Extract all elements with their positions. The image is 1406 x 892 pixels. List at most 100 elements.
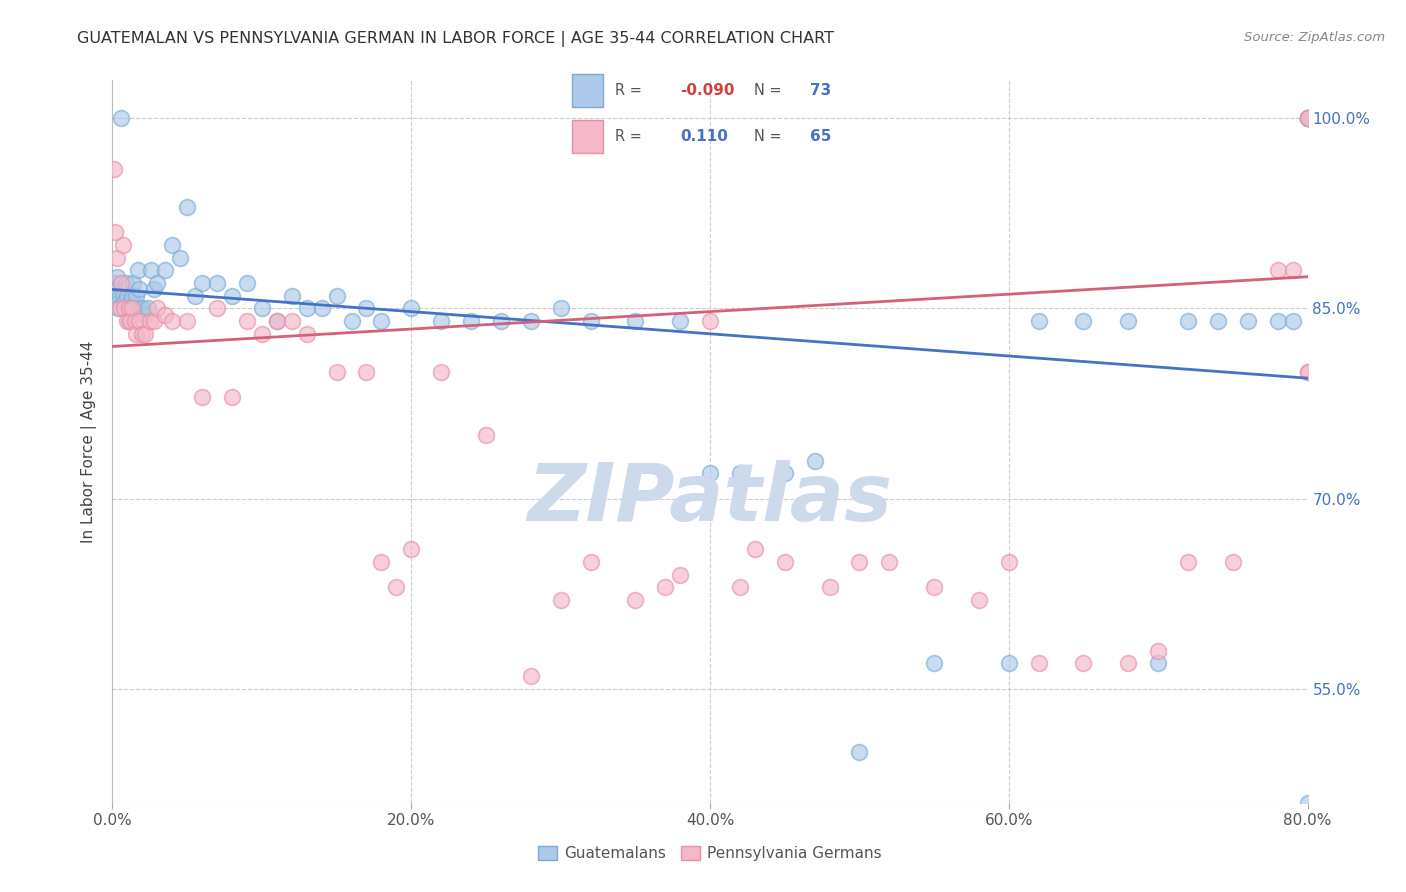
Point xyxy=(998,657,1021,671)
Point xyxy=(1296,112,1319,126)
Point xyxy=(1296,365,1319,379)
Point xyxy=(520,314,543,328)
Point xyxy=(818,580,841,594)
Point xyxy=(728,580,751,594)
Point xyxy=(221,289,243,303)
Point xyxy=(117,314,139,328)
Point xyxy=(1296,112,1319,126)
Point xyxy=(1177,555,1199,569)
Point xyxy=(250,326,273,341)
Point xyxy=(191,276,214,290)
Point xyxy=(1296,112,1319,126)
Point xyxy=(266,314,288,328)
Point xyxy=(1222,555,1244,569)
Point xyxy=(118,314,141,328)
Point xyxy=(848,555,870,569)
Point xyxy=(141,263,163,277)
Point xyxy=(138,301,160,316)
Point xyxy=(654,580,676,594)
Point xyxy=(669,314,692,328)
Point xyxy=(579,555,602,569)
Point xyxy=(401,301,423,316)
Point xyxy=(103,276,125,290)
Text: 65: 65 xyxy=(810,128,831,144)
Point xyxy=(121,289,143,303)
Point xyxy=(803,453,825,467)
Point xyxy=(162,238,183,252)
Point xyxy=(111,238,134,252)
Point xyxy=(1296,112,1319,126)
Point xyxy=(281,289,304,303)
Point xyxy=(1267,314,1289,328)
Point xyxy=(1281,263,1303,277)
Point xyxy=(370,555,392,569)
Point xyxy=(153,263,176,277)
Point xyxy=(124,301,146,316)
Point xyxy=(295,301,318,316)
Point xyxy=(430,314,453,328)
Text: 73: 73 xyxy=(810,83,831,97)
Point xyxy=(340,314,363,328)
Point xyxy=(107,301,129,316)
Point xyxy=(385,580,408,594)
Point xyxy=(120,314,142,328)
Point xyxy=(773,467,796,481)
Point xyxy=(128,314,150,328)
Point xyxy=(1296,112,1319,126)
Point xyxy=(699,314,721,328)
Text: R =: R = xyxy=(614,128,643,144)
Point xyxy=(579,314,602,328)
Text: Source: ZipAtlas.com: Source: ZipAtlas.com xyxy=(1244,31,1385,45)
Point xyxy=(1073,657,1095,671)
Point xyxy=(728,467,751,481)
Point xyxy=(117,289,139,303)
Point xyxy=(773,555,796,569)
Point xyxy=(176,200,198,214)
Point xyxy=(110,112,132,126)
Point xyxy=(1267,263,1289,277)
Point xyxy=(922,580,945,594)
Point xyxy=(356,301,378,316)
Point xyxy=(110,276,132,290)
Point xyxy=(108,289,131,303)
Point xyxy=(325,365,347,379)
Point xyxy=(967,593,990,607)
Point xyxy=(118,301,141,316)
Point xyxy=(169,251,191,265)
Point xyxy=(1118,657,1140,671)
Point xyxy=(134,308,156,322)
Point xyxy=(120,295,142,310)
Text: ZIPatlas: ZIPatlas xyxy=(527,460,893,539)
Point xyxy=(1237,314,1260,328)
FancyBboxPatch shape xyxy=(572,120,603,153)
Legend: Guatemalans, Pennsylvania Germans: Guatemalans, Pennsylvania Germans xyxy=(531,840,889,867)
Point xyxy=(129,301,152,316)
Point xyxy=(1118,314,1140,328)
Point xyxy=(105,269,128,284)
Point xyxy=(134,326,156,341)
Point xyxy=(624,593,647,607)
Y-axis label: In Labor Force | Age 35-44: In Labor Force | Age 35-44 xyxy=(80,341,97,542)
Point xyxy=(370,314,392,328)
Point xyxy=(1028,314,1050,328)
Point xyxy=(121,301,143,316)
Point xyxy=(183,289,205,303)
Point xyxy=(401,542,423,557)
Point xyxy=(176,314,198,328)
Point xyxy=(104,282,127,296)
Point xyxy=(104,226,127,240)
Point xyxy=(1296,112,1319,126)
Point xyxy=(125,289,148,303)
Point xyxy=(143,282,166,296)
Point xyxy=(103,161,125,176)
Point xyxy=(520,669,543,683)
FancyBboxPatch shape xyxy=(572,74,603,106)
Text: GUATEMALAN VS PENNSYLVANIA GERMAN IN LABOR FORCE | AGE 35-44 CORRELATION CHART: GUATEMALAN VS PENNSYLVANIA GERMAN IN LAB… xyxy=(77,31,834,47)
Text: N =: N = xyxy=(754,83,782,97)
Point xyxy=(1028,657,1050,671)
Point xyxy=(266,314,288,328)
Point xyxy=(236,314,259,328)
Point xyxy=(125,326,148,341)
Point xyxy=(122,276,145,290)
Point xyxy=(311,301,333,316)
